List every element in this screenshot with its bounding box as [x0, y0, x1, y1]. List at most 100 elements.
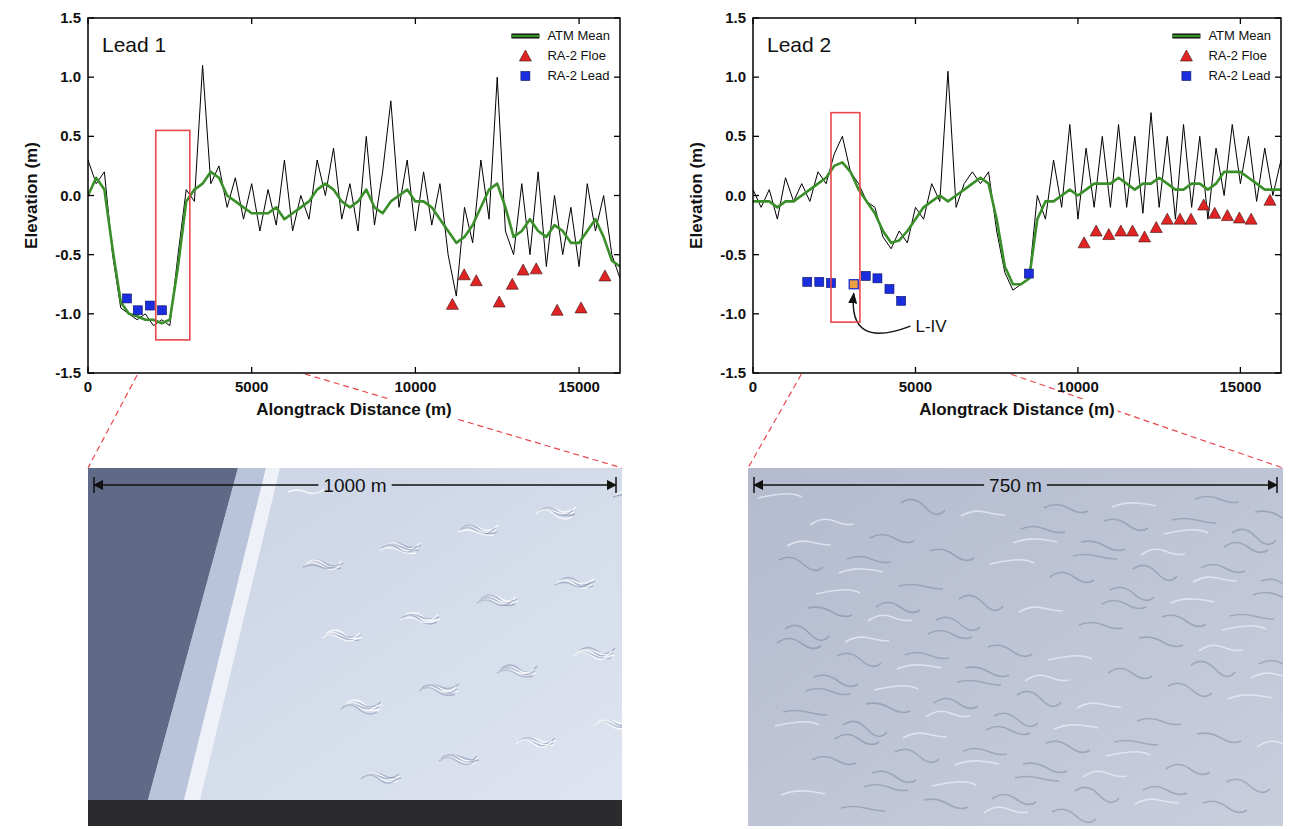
marker	[517, 264, 529, 275]
photo-texture	[323, 635, 359, 640]
marker	[1245, 213, 1257, 224]
mean-line	[88, 172, 620, 323]
x-tick	[1077, 367, 1078, 373]
photo-texture	[1253, 593, 1283, 599]
marker	[157, 306, 166, 315]
photo-texture	[926, 711, 970, 717]
photo-texture	[304, 563, 340, 570]
plot-area	[753, 18, 1281, 373]
x-tick-label: 15000	[558, 378, 600, 395]
photo-texture	[439, 758, 475, 765]
legend-swatch	[521, 72, 530, 81]
marker	[897, 296, 906, 305]
y-tick	[753, 195, 759, 196]
y-tick-label: -0.5	[720, 246, 746, 263]
photo-texture	[874, 686, 918, 690]
photo-texture	[1112, 503, 1156, 507]
x-tick	[1077, 18, 1078, 24]
photo-texture	[903, 733, 947, 738]
marker	[861, 271, 870, 280]
y-tick	[88, 195, 94, 196]
y-tick	[753, 372, 759, 373]
legend-label: ATM Mean	[547, 28, 610, 43]
marker	[849, 280, 858, 289]
photo-texture	[876, 603, 920, 613]
marker	[575, 302, 587, 313]
photo-texture	[806, 689, 850, 695]
photo-texture	[575, 653, 611, 659]
photo-texture	[1168, 683, 1212, 696]
photo-texture	[1079, 623, 1123, 629]
photo-frame	[88, 800, 622, 826]
photo-texture	[930, 549, 974, 560]
legend-label: RA-2 Lead	[547, 68, 609, 83]
legend-swatch	[511, 34, 539, 39]
photo-texture	[812, 757, 856, 765]
photo-texture	[837, 653, 881, 666]
y-tick	[1275, 136, 1281, 137]
photo-texture	[1197, 733, 1241, 742]
photo-texture	[1195, 497, 1239, 503]
y-tick	[1275, 313, 1281, 314]
y-tick	[753, 77, 759, 78]
x-tick	[915, 367, 916, 373]
photo-texture	[1075, 787, 1119, 802]
marker	[1209, 207, 1221, 218]
photo-texture	[440, 758, 476, 764]
x-tick	[578, 367, 579, 373]
photo-texture	[1054, 725, 1098, 729]
photo-texture	[988, 645, 1032, 656]
photo-texture	[895, 749, 939, 762]
photo-texture	[1017, 691, 1061, 706]
photo-texture	[1141, 549, 1185, 555]
x-tick	[251, 367, 252, 373]
photo-texture	[362, 775, 398, 782]
y-tick	[1275, 77, 1281, 78]
photo-texture	[1114, 741, 1158, 746]
y-tick	[88, 313, 94, 314]
photo-texture	[1222, 626, 1266, 630]
marker	[1174, 213, 1186, 224]
photo-texture	[1019, 607, 1063, 612]
plot-frame	[753, 18, 1281, 373]
photo-texture	[1224, 543, 1268, 553]
legend-swatch	[1182, 72, 1191, 81]
photo-texture	[899, 585, 943, 590]
photo	[88, 468, 622, 826]
scale-arrow	[392, 484, 616, 486]
photo-texture	[1137, 719, 1181, 725]
legend-swatch	[1172, 35, 1200, 38]
panel-title: Lead 2	[767, 33, 831, 56]
marker	[470, 275, 482, 286]
y-tick	[1275, 254, 1281, 255]
photo-texture	[957, 681, 1001, 686]
photo-texture	[1104, 519, 1148, 530]
photo-texture	[959, 595, 1003, 610]
y-tick	[614, 77, 620, 78]
photo-edge	[184, 468, 280, 800]
photo-texture	[1073, 555, 1117, 560]
x-tick	[578, 18, 579, 24]
y-tick	[614, 313, 620, 314]
scale-end	[615, 477, 617, 493]
photo-texture	[992, 795, 1036, 805]
marker	[1078, 237, 1090, 248]
photo-texture	[1015, 777, 1059, 782]
legend-label: RA-2 Floe	[547, 48, 606, 63]
x-tick-label: 5000	[899, 378, 932, 395]
photo-ice	[748, 468, 1283, 826]
plot-frame	[88, 18, 620, 373]
photo-texture	[516, 740, 552, 747]
photo-texture	[574, 653, 610, 660]
marker	[1103, 229, 1115, 240]
photo-texture	[555, 582, 591, 587]
y-tick	[753, 136, 759, 137]
photo-texture	[1166, 765, 1210, 775]
photo-texture	[810, 519, 854, 525]
photo-texture	[1226, 779, 1270, 792]
y-tick	[614, 254, 620, 255]
photo-texture	[401, 615, 437, 624]
photo-texture	[1021, 527, 1065, 533]
scale-arrow	[754, 484, 984, 486]
marker	[1127, 225, 1139, 236]
